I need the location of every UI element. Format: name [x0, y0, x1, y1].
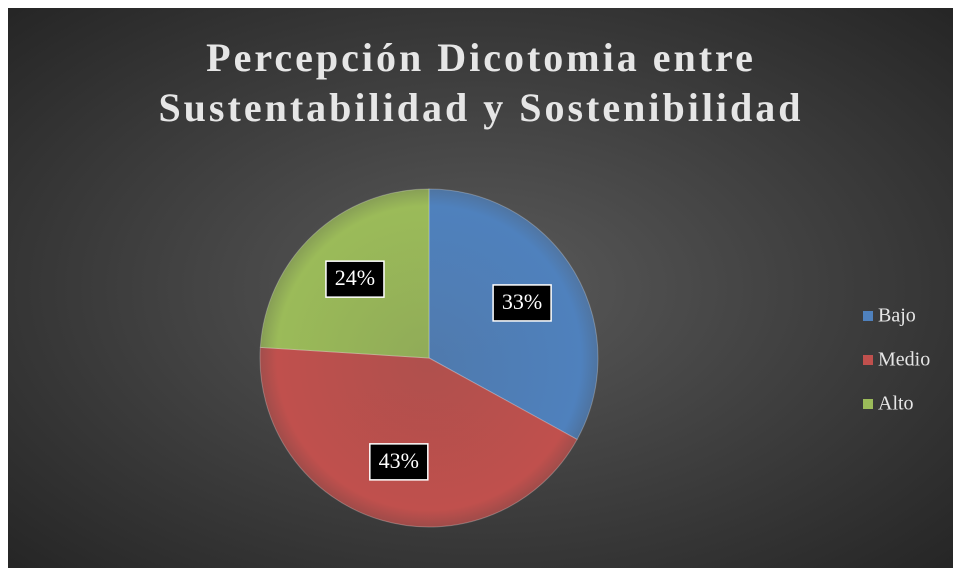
- data-label: 24%: [335, 265, 375, 290]
- pie-slice: [259, 346, 578, 528]
- data-label: 43%: [379, 448, 419, 473]
- data-label-box: [325, 260, 385, 298]
- legend-marker: [863, 399, 873, 409]
- data-label-box: [369, 443, 429, 481]
- chart-title: Percepción Dicotomia entre Sustentabilida…: [158, 35, 803, 130]
- data-label: 33%: [502, 289, 542, 314]
- legend-marker: [863, 311, 873, 321]
- data-label-box: [492, 284, 552, 322]
- legend-label: Bajo: [878, 305, 916, 327]
- legend-label: Alto: [878, 393, 914, 415]
- legend-label: Medio: [878, 349, 930, 371]
- legend-marker: [863, 355, 873, 365]
